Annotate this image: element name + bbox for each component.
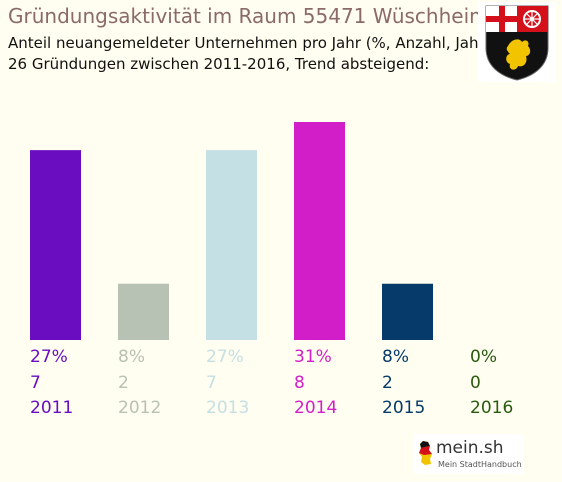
bar-2011 [30, 150, 81, 340]
year-label-2013: 2013 [206, 398, 250, 418]
count-label-2015: 2 [382, 373, 393, 393]
year-label-2012: 2012 [118, 398, 162, 418]
bar-2012 [118, 283, 169, 340]
percent-label-2015: 8% [382, 347, 409, 367]
chart-subtitle: Anteil neuangemeldeter Unternehmen pro J… [8, 34, 491, 52]
logo-brand: mein.sh [436, 438, 504, 458]
percent-label-2012: 8% [118, 347, 145, 367]
count-label-2011: 7 [30, 373, 41, 393]
mein-sh-logo[interactable]: mein.sh Mein StadtHandbuch [414, 434, 524, 474]
bar-2015 [382, 283, 433, 340]
logo-tagline: Mein StadtHandbuch [438, 460, 522, 469]
percent-label-2013: 27% [206, 347, 244, 367]
count-label-2013: 7 [206, 373, 217, 393]
bar-2014 [294, 122, 345, 340]
year-label-2014: 2014 [294, 398, 338, 418]
percent-label-2016: 0% [470, 347, 497, 367]
percent-label-2014: 31% [294, 347, 332, 367]
year-label-2011: 2011 [30, 398, 74, 418]
chart-title: Gründungsaktivität im Raum 55471 Wüschhe… [8, 4, 489, 28]
bar-2013 [206, 150, 257, 340]
count-label-2012: 2 [118, 373, 129, 393]
rhineland-palatinate-coat-of-arms-icon [478, 2, 556, 82]
percent-label-2011: 27% [30, 347, 68, 367]
germany-map-icon [419, 441, 432, 465]
year-label-2015: 2015 [382, 398, 426, 418]
chart-summary: 26 Gründungen zwischen 2011-2016, Trend … [8, 55, 430, 73]
count-label-2016: 0 [470, 373, 481, 393]
year-label-2016: 2016 [470, 398, 514, 418]
count-label-2014: 8 [294, 373, 305, 393]
